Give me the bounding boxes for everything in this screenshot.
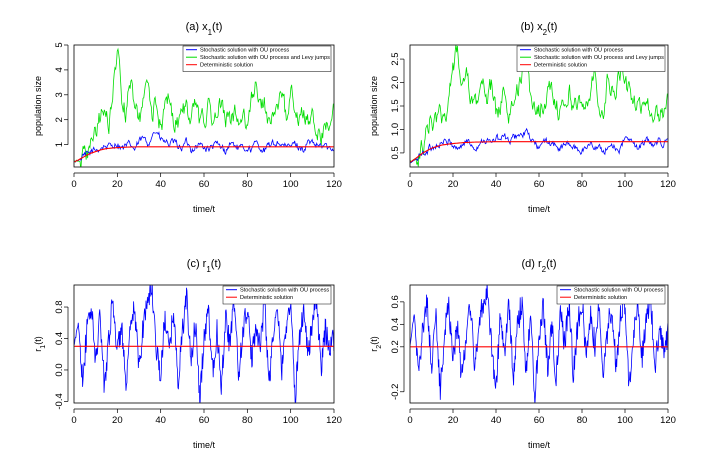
panel-a: (a) x1(t) 0 20 40 60 80 100 120 1 2 3 4 5 time/t popul… <box>33 21 342 214</box>
x-tick-label: 80 <box>242 179 253 190</box>
x-tick-label: 80 <box>577 415 588 426</box>
panel-d: (d) r2(t) 0 20 40 60 80 100 120 -0.2 0.2 0.4 0.6 tim… <box>369 258 676 450</box>
legend-entry: Stochastic solution with OU process <box>240 288 329 294</box>
x-tick-label: 60 <box>534 415 545 426</box>
legend-box <box>556 285 666 305</box>
x-axis-label: time/t <box>193 440 216 450</box>
plot-frame <box>73 44 335 168</box>
y-tick-label: 0.2 <box>390 340 401 353</box>
y-axis-label: population size <box>369 76 379 136</box>
series-line <box>410 141 668 163</box>
x-tick-label: 0 <box>71 179 76 190</box>
series-line <box>74 146 334 163</box>
y-tick-label: -0.2 <box>390 384 401 400</box>
x-tick-label: 100 <box>283 415 299 426</box>
legend-entry: Stochastic solution with OU process <box>574 288 663 294</box>
x-tick-label: 80 <box>577 179 588 190</box>
x-axis-label: time/t <box>528 440 551 450</box>
y-tick-label: 0.4 <box>54 332 65 345</box>
plot-frame <box>409 284 669 404</box>
y-tick-label: 0.0 <box>54 363 65 376</box>
series-line <box>410 285 668 403</box>
panel-title: (b) x2(t) <box>521 21 558 37</box>
x-tick-label: 20 <box>112 179 123 190</box>
x-axis-label: time/t <box>193 204 216 214</box>
series-line <box>410 45 668 167</box>
y-tick-label: 3 <box>54 92 65 97</box>
legend-box <box>182 45 332 72</box>
y-tick-label: 1 <box>54 142 65 147</box>
x-tick-label: 100 <box>283 179 299 190</box>
legend-box <box>222 285 332 305</box>
x-tick-label: 40 <box>491 415 502 426</box>
x-tick-label: 100 <box>617 179 633 190</box>
y-tick-label: 2.5 <box>390 52 401 65</box>
legend-entry: Deterministic solution <box>200 63 253 69</box>
y-tick-label: 1.5 <box>390 99 401 112</box>
y-tick-label: 1.0 <box>390 123 401 136</box>
x-tick-label: 120 <box>326 179 342 190</box>
series-line <box>74 285 334 403</box>
x-tick-label: 20 <box>448 179 459 190</box>
plot-frame <box>73 284 335 404</box>
x-tick-label: 60 <box>199 415 210 426</box>
panel-title: (a) x1(t) <box>186 21 223 37</box>
y-tick-label: 0.4 <box>390 318 401 331</box>
y-tick-label: -0.4 <box>54 393 65 409</box>
x-tick-label: 120 <box>326 415 342 426</box>
y-tick-label: 5 <box>54 42 65 47</box>
legend-box <box>516 45 666 72</box>
x-tick-label: 0 <box>407 179 412 190</box>
legend-entry: Deterministic solution <box>574 295 627 301</box>
x-tick-label: 0 <box>407 415 412 426</box>
y-tick-label: 4 <box>54 67 65 72</box>
legend-entry: Stochastic solution with OU process <box>200 48 289 54</box>
legend-entry: Deterministic solution <box>240 295 293 301</box>
panel-c: (c) r1(t) 0 20 40 60 80 100 120 -0.4 0.0 0.4 0.8 tim… <box>33 258 342 450</box>
x-tick-label: 40 <box>155 415 166 426</box>
x-tick-label: 40 <box>155 179 166 190</box>
panel-title: (d) r2(t) <box>521 258 556 274</box>
legend-entry: Deterministic solution <box>534 63 587 69</box>
x-tick-label: 60 <box>199 179 210 190</box>
plot-frame <box>409 44 669 168</box>
x-tick-label: 120 <box>660 179 676 190</box>
y-tick-label: 2.0 <box>390 76 401 89</box>
series-line <box>410 127 668 164</box>
series-line <box>74 47 334 167</box>
y-tick-label: 0.5 <box>390 146 401 159</box>
x-tick-label: 60 <box>534 179 545 190</box>
legend-entry: Stochastic solution with OU process and … <box>534 55 664 61</box>
x-tick-label: 40 <box>491 179 502 190</box>
y-tick-label: 0.6 <box>390 295 401 308</box>
x-tick-label: 20 <box>448 415 459 426</box>
y-tick-label: 2 <box>54 117 65 122</box>
legend-entry: Stochastic solution with OU process and … <box>200 55 330 61</box>
x-tick-label: 80 <box>242 415 253 426</box>
x-tick-label: 120 <box>660 415 676 426</box>
x-axis-label: time/t <box>528 204 551 214</box>
y-axis-label: r1(t) <box>33 336 47 351</box>
y-axis-label: r2(t) <box>369 336 383 351</box>
x-tick-label: 0 <box>71 415 76 426</box>
x-tick-label: 20 <box>112 415 123 426</box>
panel-b: (b) x2(t) 0 20 40 60 80 100 120 0.5 1.0 1.5 2.0 2.5 t… <box>369 21 676 214</box>
panel-title: (c) r1(t) <box>187 258 221 274</box>
y-tick-label: 0.8 <box>54 300 65 313</box>
x-tick-label: 100 <box>617 415 633 426</box>
y-axis-label: population size <box>33 76 43 136</box>
legend-entry: Stochastic solution with OU process <box>534 48 623 54</box>
